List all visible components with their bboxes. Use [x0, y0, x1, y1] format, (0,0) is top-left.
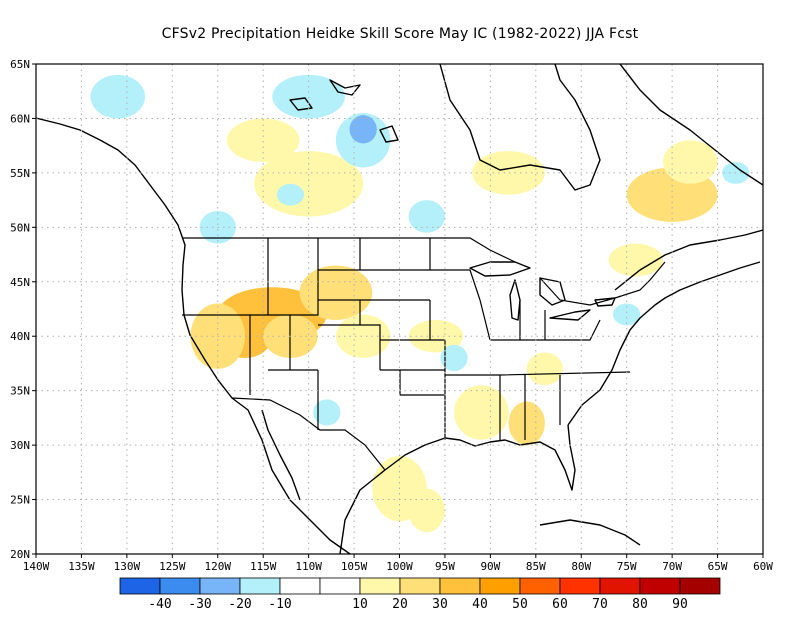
colorbar-label: 80: [632, 597, 648, 612]
atlantic-coastline: [567, 261, 761, 426]
y-tick-label: 65N: [10, 58, 30, 71]
colorbar-swatch: [479, 577, 521, 595]
colorbar-swatch: [119, 577, 161, 595]
us-canada-border: [182, 237, 666, 306]
skill-patch: [608, 243, 664, 277]
latitude-tick-labels: 20N 25N 30N 35N 40N 45N 50N 55N 60N 65N: [10, 58, 36, 561]
us-mexico-border: [231, 397, 386, 471]
skill-patch: [408, 488, 445, 533]
y-tick-label: 30N: [10, 439, 30, 452]
colorbar-label: 30: [432, 597, 448, 612]
y-tick-label: 35N: [10, 385, 30, 398]
y-tick-label: 40N: [10, 330, 30, 343]
skill-patch: [472, 151, 545, 195]
lake-huron: [539, 277, 566, 306]
canadian-lakes-2: [289, 97, 313, 111]
colorbar: -40 -30 -20 -10 10 20 30 40 50 60 70 80 90: [119, 577, 721, 612]
y-tick-label: 20N: [10, 548, 30, 561]
colorbar-label: 20: [392, 597, 408, 612]
y-tick-label: 45N: [10, 276, 30, 289]
lake-ontario: [594, 297, 616, 307]
colorbar-swatch: [359, 577, 401, 595]
skill-patch: [276, 183, 305, 206]
colorbar-swatch: [399, 577, 441, 595]
skill-patch: [299, 265, 373, 320]
x-tick-label: 65W: [708, 560, 728, 573]
colorbar-swatch: [559, 577, 601, 595]
lake-erie: [549, 309, 591, 321]
baja-coastline: [261, 409, 301, 501]
colorbar-swatch: [319, 577, 361, 595]
cuba-coastline: [539, 519, 641, 546]
colorbar-swatch: [639, 577, 681, 595]
skill-patch: [613, 303, 641, 326]
skill-patch: [349, 115, 377, 144]
colorbar-swatch: [199, 577, 241, 595]
x-tick-label: 125W: [159, 560, 186, 573]
skill-patch: [508, 401, 545, 446]
x-tick-label: 90W: [480, 560, 500, 573]
colorbar-label: -40: [148, 597, 171, 612]
lake-superior: [469, 261, 531, 277]
x-tick-label: 120W: [205, 560, 232, 573]
colorbar-swatch: [279, 577, 321, 595]
skill-patch: [226, 118, 300, 162]
skill-shading-layer: [90, 74, 750, 533]
x-tick-label: 130W: [114, 560, 141, 573]
skill-patch: [90, 74, 146, 119]
chart-title: CFSv2 Precipitation Heidke Skill Score M…: [161, 26, 639, 42]
colorbar-swatch: [599, 577, 641, 595]
x-tick-label: 70W: [662, 560, 682, 573]
colorbar-swatch: [159, 577, 201, 595]
x-tick-label: 105W: [341, 560, 368, 573]
skill-patch: [526, 352, 564, 386]
skill-patch: [440, 344, 468, 372]
skill-patch: [313, 399, 341, 426]
skill-patch: [272, 74, 345, 119]
skill-patch: [454, 385, 509, 440]
skill-patch: [663, 140, 718, 184]
x-tick-label: 135W: [68, 560, 95, 573]
y-tick-label: 60N: [10, 112, 30, 125]
x-tick-label: 140W: [23, 560, 50, 573]
colorbar-swatch: [519, 577, 561, 595]
x-tick-label: 115W: [250, 560, 277, 573]
pacific-coastline: [36, 117, 351, 554]
skill-patch: [408, 319, 464, 353]
coastline-layer: [36, 64, 763, 554]
st-lawrence: [614, 229, 763, 291]
colorbar-swatch: [439, 577, 481, 595]
canadian-lakes-1: [329, 79, 361, 96]
x-tick-label: 75W: [617, 560, 637, 573]
y-tick-label: 55N: [10, 167, 30, 180]
x-tick-label: 100W: [386, 560, 413, 573]
colorbar-swatch: [239, 577, 281, 595]
lat-lon-grid: [36, 64, 763, 554]
colorbar-label: 40: [472, 597, 488, 612]
longitude-tick-labels: 140W 135W 130W 125W 120W 115W 110W 105W 100W 95W 9…: [23, 554, 773, 573]
colorbar-label: 10: [352, 597, 368, 612]
x-tick-label: 60W: [753, 560, 773, 573]
colorbar-label: 90: [672, 597, 688, 612]
colorbar-label: 70: [592, 597, 608, 612]
x-tick-label: 85W: [526, 560, 546, 573]
hudson-bay: [439, 64, 601, 191]
x-tick-label: 95W: [435, 560, 455, 573]
x-tick-label: 110W: [295, 560, 322, 573]
y-tick-label: 25N: [10, 494, 30, 507]
skill-patch: [408, 200, 445, 233]
labrador-coastline: [619, 64, 763, 186]
canadian-lakes-3: [379, 125, 399, 143]
colorbar-swatch: [679, 577, 721, 595]
colorbar-label: 60: [552, 597, 568, 612]
lake-michigan: [509, 279, 521, 321]
colorbar-label: -20: [228, 597, 251, 612]
colorbar-label: -10: [268, 597, 291, 612]
colorbar-label: 50: [512, 597, 528, 612]
colorbar-label: -30: [188, 597, 211, 612]
y-tick-label: 50N: [10, 221, 30, 234]
x-tick-label: 80W: [571, 560, 591, 573]
